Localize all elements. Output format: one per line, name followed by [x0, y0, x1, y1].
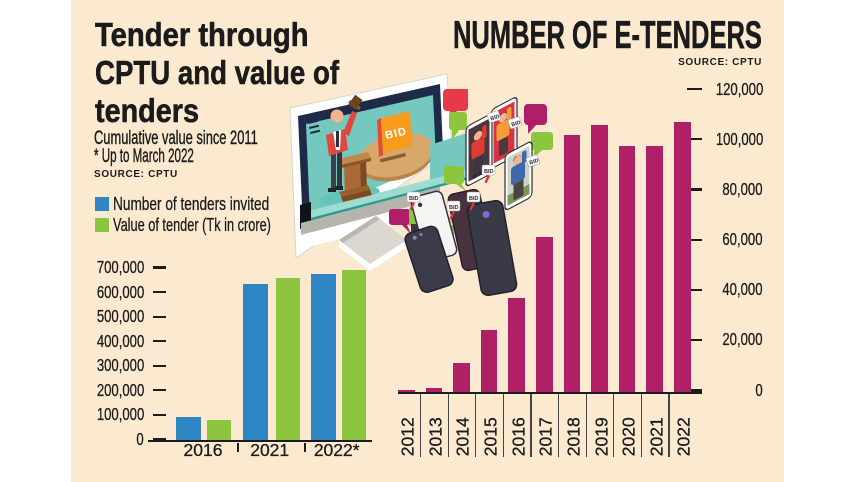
svg-text:BID: BID — [511, 120, 522, 129]
svg-text:BID: BID — [469, 196, 479, 202]
svg-text:BID: BID — [484, 169, 494, 175]
svg-text:BID: BID — [384, 126, 408, 142]
svg-text:BID: BID — [529, 158, 540, 167]
svg-text:BID: BID — [490, 114, 501, 123]
svg-text:BID: BID — [409, 196, 419, 202]
svg-text:BID: BID — [449, 205, 459, 211]
